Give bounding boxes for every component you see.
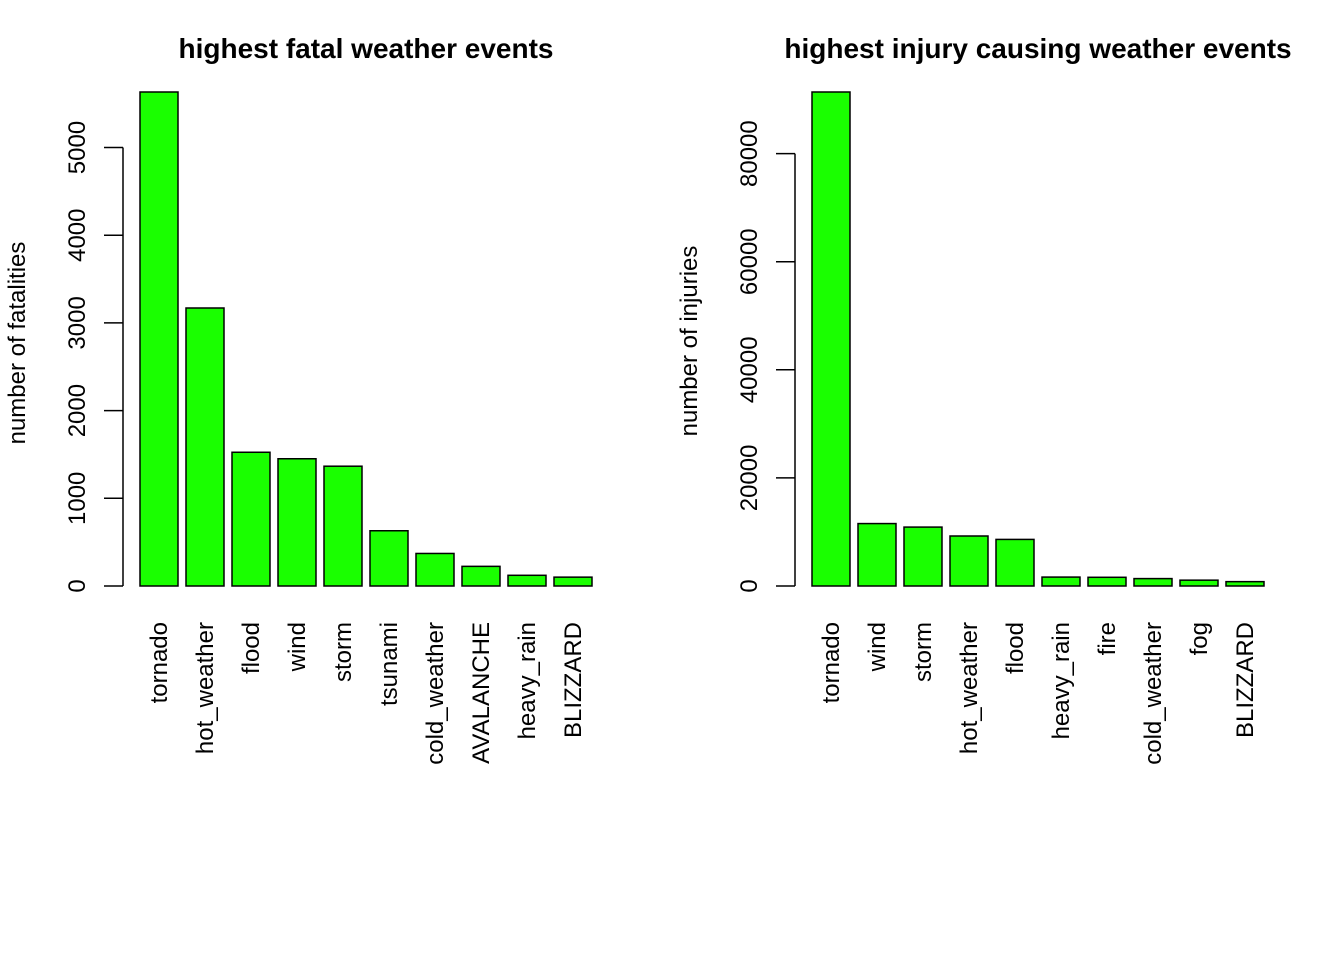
fatalities-category-label: flood — [238, 622, 265, 674]
fatalities-bar-heavy-rain — [507, 574, 547, 587]
injuries-category-label: storm — [910, 622, 937, 682]
fatalities-bars — [139, 91, 593, 587]
fatalities-category-label: tsunami — [376, 622, 403, 706]
injuries-y-axis: 0 20000 40000 60000 80000 — [736, 120, 796, 593]
fatalities-category-label: cold_weather — [422, 622, 449, 765]
fatalities-category-label: BLIZZARD — [560, 622, 587, 738]
fatalities-bar-cold-weather — [415, 552, 455, 587]
injuries-bar-flood — [995, 538, 1035, 587]
fatalities-category-label: wind — [284, 622, 311, 672]
injuries-y-tick-label: 60000 — [736, 228, 763, 295]
injuries-chart: highest injury causing weather events nu… — [676, 33, 1292, 765]
fatalities-category-label: storm — [330, 622, 357, 682]
injuries-y-tick-label: 40000 — [736, 336, 763, 403]
fatalities-bar-hot-weather — [185, 307, 225, 587]
injuries-category-label: flood — [1002, 622, 1029, 674]
injuries-category-label: hot_weather — [956, 622, 983, 754]
injuries-category-label: fire — [1094, 622, 1121, 655]
fatalities-y-tick-label: 5000 — [64, 121, 91, 174]
injuries-bars — [811, 91, 1265, 587]
injuries-bar-hot-weather — [949, 535, 989, 587]
fatalities-category-label: AVALANCHE — [468, 622, 495, 764]
fatalities-bar-tornado — [139, 91, 179, 587]
fatalities-bar-tsunami — [369, 530, 409, 587]
fatalities-y-tick-label: 4000 — [64, 209, 91, 262]
fatalities-chart: highest fatal weather events number of f… — [4, 33, 593, 765]
injuries-category-label: wind — [864, 622, 891, 672]
fatalities-chart-title: highest fatal weather events — [178, 33, 553, 64]
fatalities-bar-wind — [277, 458, 317, 587]
fatalities-y-tick-label: 1000 — [64, 472, 91, 525]
fatalities-y-tick-label: 2000 — [64, 384, 91, 437]
injuries-category-label: BLIZZARD — [1232, 622, 1259, 738]
fatalities-bar-storm — [323, 465, 363, 587]
injuries-bar-storm — [903, 526, 943, 587]
fatalities-bar-avalanche — [461, 565, 501, 587]
injuries-category-label: cold_weather — [1140, 622, 1167, 765]
injuries-category-label: tornado — [818, 622, 845, 703]
fatalities-category-label: tornado — [146, 622, 173, 703]
injuries-category-label: fog — [1186, 622, 1213, 655]
fatalities-y-axis-label: number of fatalities — [4, 242, 31, 445]
fatalities-y-axis: 0 1000 2000 3000 4000 5000 — [64, 121, 124, 593]
injuries-bar-blizzard — [1225, 580, 1265, 587]
injuries-bar-wind — [857, 522, 897, 587]
injuries-category-labels: tornado wind storm hot_weather flood heavy_ra… — [818, 622, 1259, 765]
fatalities-bar-flood — [231, 451, 271, 587]
fatalities-category-label: heavy_rain — [514, 622, 541, 739]
injuries-bar-cold-weather — [1133, 577, 1173, 587]
injuries-category-label: heavy_rain — [1048, 622, 1075, 739]
fatalities-y-tick-label: 3000 — [64, 296, 91, 349]
injuries-bar-fog — [1179, 579, 1219, 587]
fatalities-bar-blizzard — [553, 576, 593, 587]
injuries-chart-title: highest injury causing weather events — [784, 33, 1291, 64]
injuries-y-tick-label: 0 — [736, 579, 763, 592]
injuries-bar-tornado — [811, 91, 851, 587]
injuries-y-tick-label: 80000 — [736, 120, 763, 187]
injuries-y-axis-label: number of injuries — [676, 246, 703, 437]
injuries-y-tick-label: 20000 — [736, 445, 763, 512]
injuries-bar-heavy-rain — [1041, 576, 1081, 587]
fatalities-category-label: hot_weather — [192, 622, 219, 754]
fatalities-category-labels: tornado hot_weather flood wind storm tsunami c… — [146, 622, 587, 765]
fatalities-y-tick-label: 0 — [64, 579, 91, 592]
injuries-bar-fire — [1087, 576, 1127, 587]
